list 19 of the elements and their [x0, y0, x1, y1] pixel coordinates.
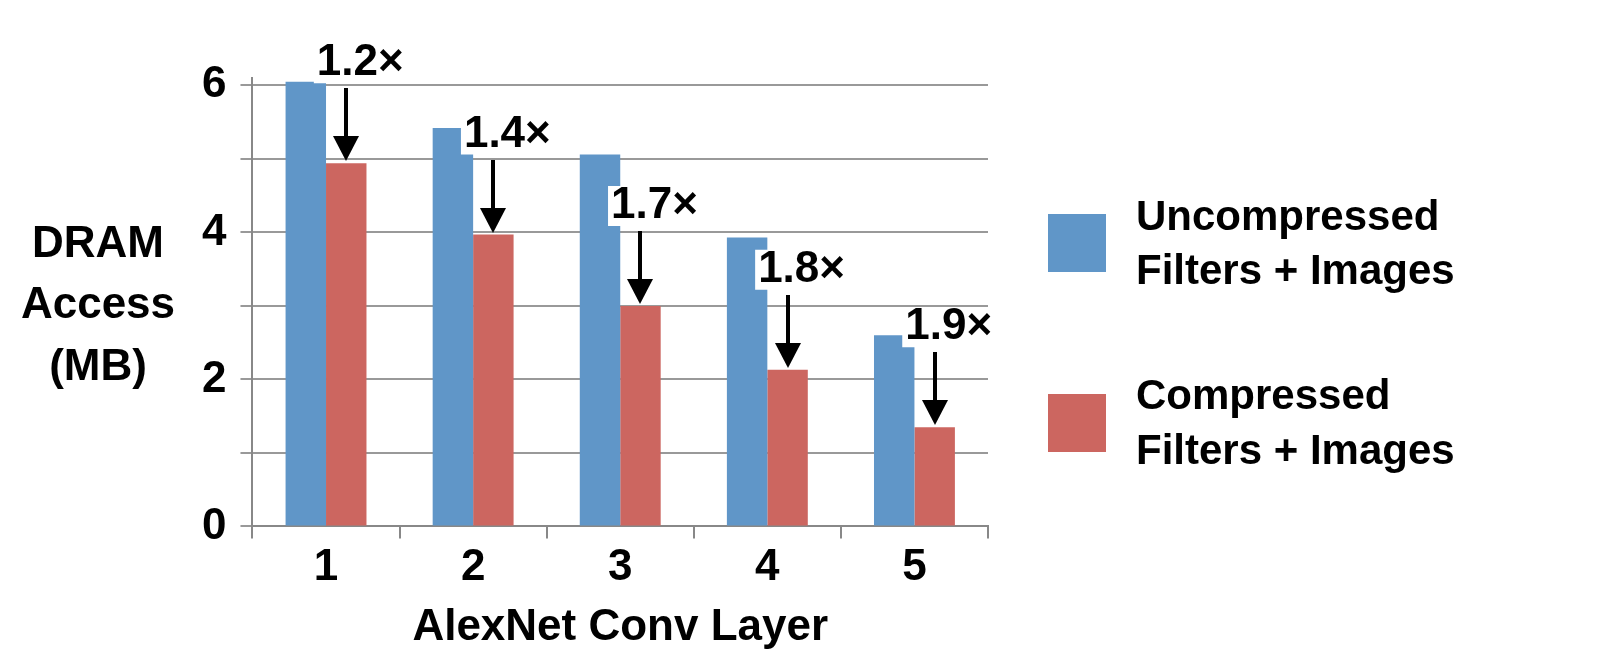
y-tick-label: 0	[201, 498, 227, 548]
x-tick-label: 4	[755, 539, 781, 589]
annotation: 1.7×	[611, 178, 698, 228]
x-tick-label: 2	[460, 539, 486, 589]
y-axis-title: DRAM Access (MB)	[19, 215, 177, 391]
x-axis-title: AlexNet Conv Layer	[412, 599, 829, 649]
y-tick-label: 6	[201, 57, 227, 107]
x-tick-label: 5	[902, 539, 927, 589]
annotation: 1.9×	[905, 299, 993, 349]
legend-label: Uncompressed Filters + Images	[1136, 190, 1456, 296]
annotation: 1.8×	[758, 241, 846, 291]
annotation: 1.2×	[316, 35, 404, 85]
bar	[285, 81, 327, 526]
y-tick-label: 2	[201, 351, 227, 401]
legend-label: Compressed Filters + Images	[1136, 370, 1456, 475]
y-tick-label: 4	[201, 204, 227, 254]
x-tick-label: 3	[607, 539, 633, 589]
annotation: 1.4×	[463, 106, 551, 156]
x-tick-label: 1	[313, 539, 339, 589]
